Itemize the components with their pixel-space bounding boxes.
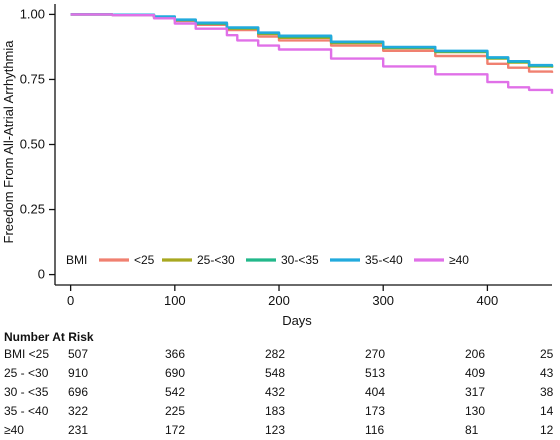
survival-curves: [70, 13, 554, 94]
legend-entry-label: 25-<30: [197, 253, 235, 267]
risk-table-title: Number At Risk: [4, 330, 94, 344]
risk-row-label: 25 - <30: [4, 366, 49, 380]
y-tick-label: 0.25: [20, 202, 45, 217]
risk-cell: 225: [165, 404, 185, 418]
risk-cell: 513: [365, 366, 385, 380]
y-tick-label: 1.00: [20, 6, 45, 21]
x-axis-title: Days: [282, 313, 312, 328]
risk-row-label: 30 - <35: [4, 385, 49, 399]
risk-cell: 14: [540, 404, 554, 418]
risk-cell: 322: [68, 404, 88, 418]
survival-curve-4: [70, 13, 554, 67]
y-tick-label: 0: [38, 267, 45, 282]
x-axis: 0 100 200 300 400: [55, 284, 552, 308]
risk-cell: 432: [265, 385, 285, 399]
risk-cell: 696: [68, 385, 88, 399]
risk-cell: 123: [265, 423, 285, 437]
survival-curve-5: [70, 13, 554, 94]
risk-cell: 38: [540, 385, 554, 399]
risk-cell: 172: [165, 423, 185, 437]
risk-cell: 910: [68, 366, 88, 380]
legend-entry-label: ≥40: [449, 253, 469, 267]
risk-cell: 317: [465, 385, 485, 399]
x-tick-label: 300: [372, 293, 394, 308]
risk-cell: 542: [165, 385, 185, 399]
survival-curve-1: [70, 13, 554, 73]
risk-cell: 404: [365, 385, 385, 399]
risk-row-label: ≥40: [4, 423, 24, 437]
legend-entry-label: <25: [134, 253, 155, 267]
x-tick-label: 0: [67, 293, 74, 308]
risk-cell: 409: [465, 366, 485, 380]
legend: BMI <25 25-<30 30-<35 35-<40 ≥40: [66, 253, 469, 267]
x-tick-label: 400: [477, 293, 499, 308]
risk-cell: 507: [68, 347, 88, 361]
risk-cell: 206: [465, 347, 485, 361]
legend-title: BMI: [66, 253, 87, 267]
x-tick-label: 100: [164, 293, 186, 308]
y-axis: 0 0.25 0.50 0.75 1.00: [20, 4, 56, 285]
y-ticks: 0 0.25 0.50 0.75 1.00: [20, 6, 55, 282]
legend-entry-label: 30-<35: [281, 253, 319, 267]
risk-cell: 12: [540, 423, 554, 437]
risk-cell: 690: [165, 366, 185, 380]
y-tick-label: 0.75: [20, 71, 45, 86]
risk-cell: 25: [540, 347, 554, 361]
x-tick-label: 200: [268, 293, 290, 308]
risk-table: BMI <25 507 366 282 270 206 25 25 - <30 910 690 54…: [4, 347, 554, 437]
risk-cell: 282: [265, 347, 285, 361]
risk-cell: 270: [365, 347, 385, 361]
risk-row-label: 35 - <40: [4, 404, 49, 418]
risk-row-label: BMI <25: [4, 347, 49, 361]
x-ticks: 0 100 200 300 400: [67, 285, 498, 308]
risk-cell: 548: [265, 366, 285, 380]
y-tick-label: 0.50: [20, 137, 45, 152]
risk-cell: 81: [465, 423, 479, 437]
risk-cell: 231: [68, 423, 88, 437]
risk-cell: 130: [465, 404, 485, 418]
legend-entry-label: 35-<40: [365, 253, 403, 267]
risk-cell: 116: [365, 423, 384, 437]
risk-cell: 183: [265, 404, 285, 418]
risk-cell: 366: [165, 347, 185, 361]
risk-cell: 173: [365, 404, 385, 418]
risk-cell: 43: [540, 366, 554, 380]
y-axis-title: Freedom From All-Atrial Arrhythmia: [1, 40, 16, 244]
